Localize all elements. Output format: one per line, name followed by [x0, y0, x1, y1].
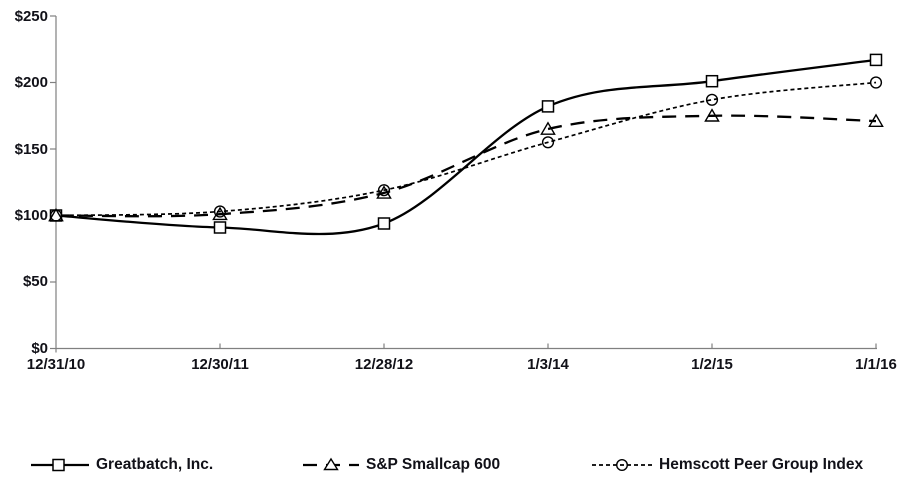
- legend-item-hemscott: Hemscott Peer Group Index: [592, 452, 863, 478]
- y-tick-label: $50: [22, 273, 48, 290]
- y-tick-label: $200: [14, 74, 48, 91]
- y-tick-label: $0: [31, 340, 48, 357]
- x-tick-label: 12/28/12: [354, 356, 414, 373]
- legend-label: S&P Smallcap 600: [366, 456, 501, 473]
- legend-label: Greatbatch, Inc.: [96, 456, 214, 473]
- y-tick-label: $100: [14, 207, 48, 224]
- triangle-series-swatch-icon: [303, 457, 359, 471]
- x-tick-label: 1/1/16: [855, 356, 897, 373]
- series-line-2: [55, 81, 877, 217]
- circle-marker: [705, 93, 719, 106]
- plot-area: [48, 15, 884, 353]
- legend-item-greatbatch: Greatbatch, Inc.: [31, 452, 213, 478]
- axes: [50, 15, 877, 353]
- square-marker: [541, 100, 555, 113]
- triangle-marker: [540, 121, 556, 135]
- triangle-marker: [376, 185, 392, 199]
- y-tick-label: $250: [14, 8, 48, 25]
- square-marker: [213, 221, 227, 234]
- series-line-1: [55, 114, 877, 218]
- square-marker: [705, 74, 719, 88]
- square-marker: [377, 217, 391, 230]
- series-line-0: [55, 58, 877, 236]
- series-markers: [48, 53, 884, 234]
- series-lines: [55, 58, 877, 236]
- x-tick-label: 12/30/11: [191, 356, 249, 373]
- x-tick-label: 12/31/10: [26, 356, 86, 373]
- square-marker: [869, 53, 883, 67]
- circle-marker: [541, 136, 555, 149]
- x-tick-label: 1/2/15: [691, 356, 733, 373]
- circle-series-swatch-icon: [592, 458, 652, 472]
- circle-marker: [377, 184, 391, 197]
- legend-item-sp-smallcap: S&P Smallcap 600: [303, 452, 500, 478]
- y-tick-label: $150: [14, 141, 48, 158]
- square-series-swatch-icon: [31, 458, 89, 472]
- legend-label: Hemscott Peer Group Index: [659, 456, 864, 473]
- triangle-marker: [704, 108, 720, 122]
- triangle-marker: [212, 206, 228, 221]
- circle-marker: [49, 209, 63, 222]
- circle-marker: [869, 76, 883, 89]
- triangle-marker: [868, 113, 884, 128]
- x-tick-label: 1/3/14: [527, 356, 569, 373]
- circle-marker: [213, 205, 227, 218]
